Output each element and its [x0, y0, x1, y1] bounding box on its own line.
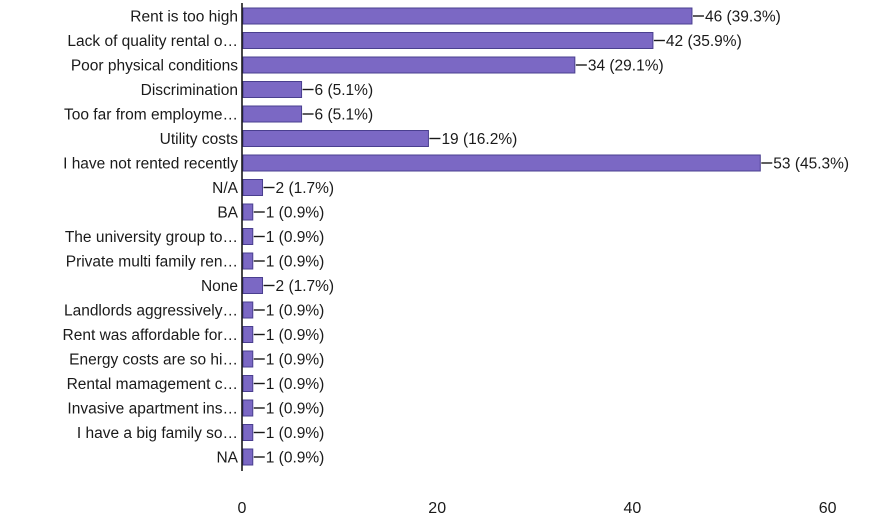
bar: [242, 81, 303, 98]
category-label: Lack of quality rental o…: [67, 33, 238, 50]
category-label: Too far from employme…: [64, 107, 238, 124]
x-tick-label: 0: [238, 500, 247, 517]
data-label: 1 (0.9%): [266, 229, 325, 246]
category-label: Poor physical conditions: [71, 58, 238, 75]
category-label: Discrimination: [141, 82, 238, 99]
bar: [242, 301, 254, 319]
data-labels-layer: 46 (39.3%) 42 (35.9%)34 (29.1%) 6 (5.1%) 6 …: [253, 9, 849, 467]
bar: [242, 375, 254, 392]
bar: [242, 448, 254, 466]
bar: [242, 203, 254, 221]
x-tick-label: 20: [428, 500, 446, 517]
category-labels-layer: Rent is too high Lack of quality rental o…: [63, 9, 239, 467]
data-label: 1 (0.9%): [266, 425, 325, 442]
bar: [242, 105, 303, 123]
data-label: 34 (29.1%): [588, 58, 664, 75]
category-label: The university group to…: [65, 229, 238, 246]
bars-layer: [242, 7, 761, 466]
category-label: None: [201, 278, 238, 295]
category-label: Private multi family ren…: [66, 254, 238, 271]
category-label: Landlords aggressively…: [64, 303, 238, 320]
data-label: 1 (0.9%): [266, 303, 325, 320]
data-label: 1 (0.9%): [266, 401, 325, 418]
category-label: Rent was affordable for…: [63, 327, 238, 344]
data-label: 2 (1.7%): [276, 180, 335, 197]
data-label: 1 (0.9%): [266, 376, 325, 393]
category-label: Invasive apartment ins…: [67, 401, 238, 418]
bar: [242, 399, 254, 417]
category-label: Rent is too high: [130, 9, 238, 26]
category-label: Utility costs: [160, 131, 239, 148]
data-label: 1 (0.9%): [266, 254, 325, 271]
category-label: Energy costs are so hi…: [69, 352, 238, 369]
data-label: 19 (16.2%): [441, 131, 517, 148]
x-tick-label: 40: [624, 500, 642, 517]
data-label: 1 (0.9%): [266, 450, 325, 467]
category-label: N/A: [212, 180, 239, 197]
axis-layer: 0 20 40 60: [238, 3, 837, 517]
bar: [242, 252, 254, 270]
data-label: 6 (5.1%): [315, 82, 374, 99]
data-label: 42 (35.9%): [666, 33, 742, 50]
bar: [242, 179, 264, 196]
bar: [242, 424, 254, 441]
category-label: BA: [217, 205, 238, 222]
bar: [242, 228, 254, 245]
bar: [242, 130, 429, 147]
data-label: 46 (39.3%): [705, 9, 781, 26]
data-label: 1 (0.9%): [266, 352, 325, 369]
data-label: 6 (5.1%): [315, 107, 374, 124]
bar: [242, 154, 761, 172]
category-label: Rental mamagement c…: [67, 376, 238, 393]
bar: [242, 277, 264, 294]
category-label: I have a big family so…: [77, 425, 238, 442]
data-label: 1 (0.9%): [266, 327, 325, 344]
data-label: 2 (1.7%): [276, 278, 335, 295]
bar: [242, 7, 693, 25]
bar: [242, 326, 254, 343]
bar: [242, 32, 654, 49]
category-label: NA: [216, 450, 238, 467]
data-label: 53 (45.3%): [773, 156, 849, 173]
category-label: I have not rented recently: [63, 156, 238, 173]
data-label: 1 (0.9%): [266, 205, 325, 222]
bar: [242, 350, 254, 368]
bar: [242, 56, 576, 74]
x-tick-label: 60: [819, 500, 837, 517]
